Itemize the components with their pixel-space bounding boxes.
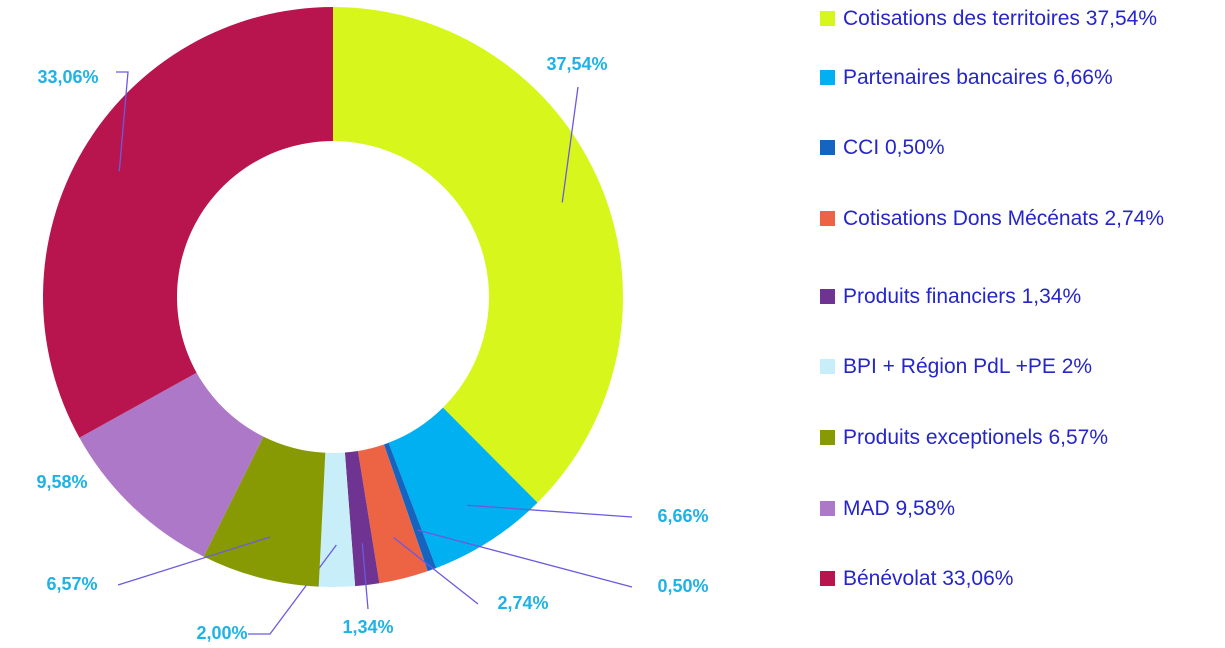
data-label: 6,66%	[657, 506, 708, 526]
leader-line	[417, 529, 633, 588]
data-label: 1,34%	[342, 617, 393, 637]
legend-entry: Bénévolat 33,06%	[820, 564, 1195, 593]
donut-segment	[344, 450, 380, 587]
legend-label: MAD 9,58%	[843, 497, 956, 520]
donut-segment	[357, 444, 428, 584]
donut-chart: 37,54% 6,66% 0,50% 2,74% 1,34% 2,00% 6,57% 9,58…	[36, 7, 709, 643]
leader-line	[117, 536, 271, 586]
donut-segment	[318, 452, 356, 588]
legend-label: CCI 0,50%	[843, 136, 945, 159]
legend-swatch	[820, 501, 835, 516]
donut-segment	[333, 7, 623, 503]
data-label: 2,74%	[497, 593, 548, 613]
legend-entry: MAD 9,58%	[820, 494, 1195, 523]
legend-entry: Partenaires bancaires 6,66%	[820, 63, 1195, 92]
leader-line	[467, 504, 633, 518]
legend-label: Partenaires bancaires 6,66%	[843, 66, 1113, 89]
legend-label: Cotisations Dons Mécénats 2,74%	[843, 207, 1164, 230]
leader-line	[361, 543, 369, 610]
legend-swatch	[820, 140, 835, 155]
legend-label: Bénévolat 33,06%	[843, 567, 1014, 590]
legend-entry: Cotisations Dons Mécénats 2,74%	[820, 204, 1195, 233]
legend-entry: Cotisations des territoires 37,54%	[820, 4, 1195, 33]
donut-segment	[43, 7, 333, 438]
data-label: 37,54%	[546, 54, 607, 74]
legend-entry: Produits financiers 1,34%	[820, 282, 1195, 311]
leader-line	[393, 536, 479, 605]
donut-segment	[203, 436, 326, 587]
legend-swatch	[820, 359, 835, 374]
legend-swatch	[820, 211, 835, 226]
legend-label: BPI + Région PdL +PE 2%	[843, 355, 1093, 378]
data-label: 9,58%	[36, 472, 87, 492]
legend-swatch	[820, 70, 835, 85]
data-label: 2,00%	[196, 623, 247, 643]
legend-swatch	[820, 289, 835, 304]
legend-label: Cotisations des territoires 37,54%	[843, 7, 1157, 30]
data-label: 0,50%	[657, 576, 708, 596]
donut-segment	[388, 407, 538, 568]
legend-swatch	[820, 571, 835, 586]
donut-segment	[79, 372, 264, 557]
leader-line	[561, 86, 579, 203]
legend-swatch	[820, 430, 835, 445]
data-label: 33,06%	[37, 67, 98, 87]
leader-line	[116, 71, 129, 172]
legend-entry: Produits exceptionels 6,57%	[820, 423, 1195, 452]
legend-entry: CCI 0,50%	[820, 133, 1195, 162]
legend-entry: BPI + Région PdL +PE 2%	[820, 352, 1195, 381]
legend-swatch	[820, 11, 835, 26]
donut-segment	[383, 442, 437, 572]
legend-label: Produits exceptionels 6,57%	[843, 426, 1108, 449]
legend-label: Produits financiers 1,34%	[843, 285, 1082, 308]
data-label: 6,57%	[46, 574, 97, 594]
